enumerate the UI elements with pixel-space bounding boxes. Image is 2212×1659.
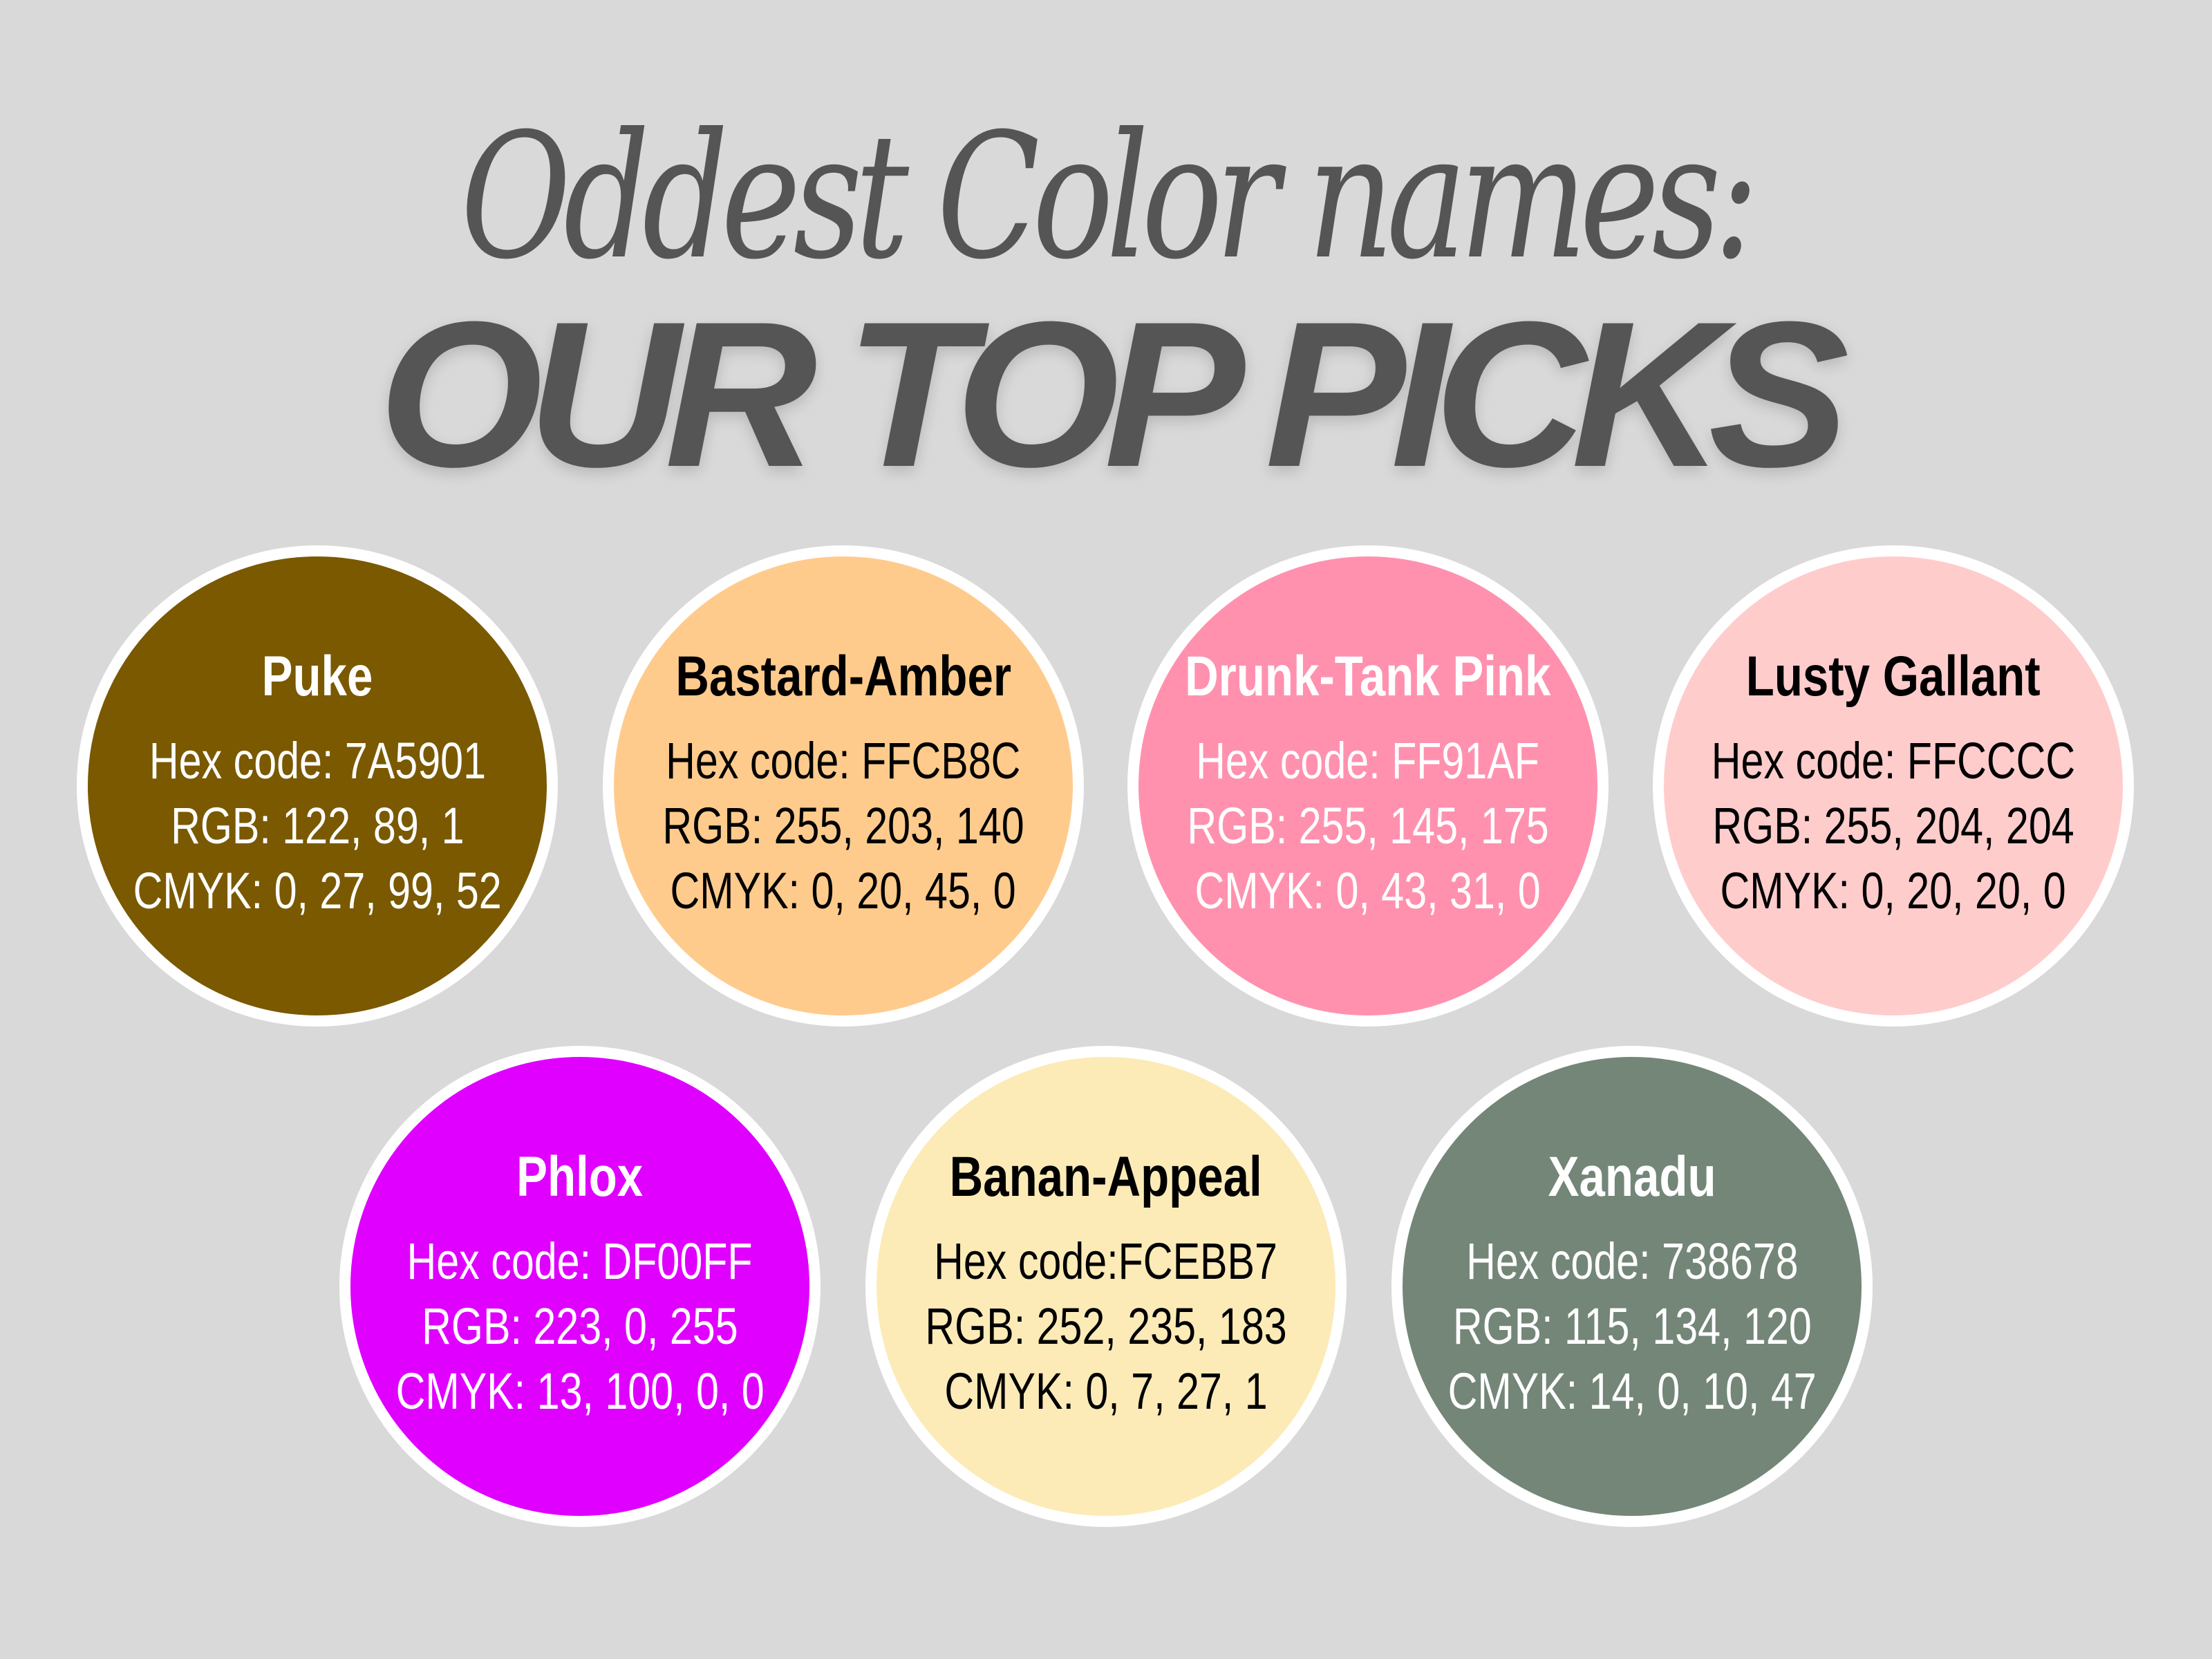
cmyk-value: CMYK: 0, 20, 20, 0 <box>1720 862 2067 919</box>
color-swatch-drunk-tank-pink: Drunk-Tank Pink Hex code: FF91AF RGB: 255,… <box>1127 545 1609 1027</box>
color-swatch-phlox: Phlox Hex code: DF00FF RGB: 223, 0, 255 CMY… <box>339 1046 821 1527</box>
title-line-2-text: OUR TOP PICKS <box>378 278 1849 510</box>
rgb-value: RGB: 255, 145, 175 <box>1187 797 1549 854</box>
cmyk-value: CMYK: 14, 0, 10, 47 <box>1447 1362 1817 1420</box>
color-swatch-banan-appeal: Banan-Appeal Hex code:FCEBB7 RGB: 252, 235… <box>865 1046 1347 1527</box>
color-name: Banan-Appeal <box>949 1145 1263 1208</box>
color-swatch-bastard-amber: Bastard-Amber Hex code: FFCB8C RGB: 255, 2… <box>603 545 1084 1027</box>
hex-code: Hex code:FCEBB7 <box>934 1232 1278 1290</box>
color-swatch-lusty-gallant: Lusty Gallant Hex code: FFCCCC RGB: 255, 2… <box>1653 545 2134 1027</box>
rgb-value: RGB: 252, 235, 183 <box>925 1297 1287 1355</box>
rgb-value: RGB: 223, 0, 255 <box>422 1297 738 1355</box>
rgb-value: RGB: 255, 204, 204 <box>1712 797 2074 854</box>
cmyk-value: CMYK: 0, 20, 45, 0 <box>670 862 1017 919</box>
color-name: Xanadu <box>1548 1145 1716 1208</box>
rgb-value: RGB: 122, 89, 1 <box>170 797 465 854</box>
color-name: Lusty Gallant <box>1746 645 2041 708</box>
color-swatch-puke: Puke Hex code: 7A5901 RGB: 122, 89, 1 CMYK:… <box>77 545 558 1027</box>
title-line-2: OUR TOP PICKS <box>0 290 2212 498</box>
cmyk-value: CMYK: 0, 7, 27, 1 <box>944 1362 1268 1420</box>
title-line-1-text: Oddest Color names: <box>460 96 1759 297</box>
color-name: Puke <box>261 645 373 708</box>
hex-code: Hex code: 738678 <box>1465 1232 1799 1290</box>
color-name: Phlox <box>516 1145 644 1208</box>
hex-code: Hex code: FF91AF <box>1196 732 1540 789</box>
hex-code: Hex code: FFCB8C <box>666 732 1021 789</box>
color-name: Bastard-Amber <box>675 645 1011 708</box>
rgb-value: RGB: 115, 134, 120 <box>1452 1297 1812 1355</box>
hex-code: Hex code: DF00FF <box>406 1232 753 1290</box>
cmyk-value: CMYK: 0, 43, 31, 0 <box>1194 862 1541 919</box>
color-swatch-xanadu: Xanadu Hex code: 738678 RGB: 115, 134, 120… <box>1391 1046 1873 1527</box>
cmyk-value: CMYK: 0, 27, 99, 52 <box>133 862 502 919</box>
color-name: Drunk-Tank Pink <box>1185 645 1551 708</box>
cmyk-value: CMYK: 13, 100, 0, 0 <box>395 1362 765 1420</box>
rgb-value: RGB: 255, 203, 140 <box>662 797 1024 854</box>
title-line-1: Oddest Color names: <box>0 111 2212 283</box>
hex-code: Hex code: FFCCCC <box>1711 732 2076 789</box>
hex-code: Hex code: 7A5901 <box>149 732 486 789</box>
